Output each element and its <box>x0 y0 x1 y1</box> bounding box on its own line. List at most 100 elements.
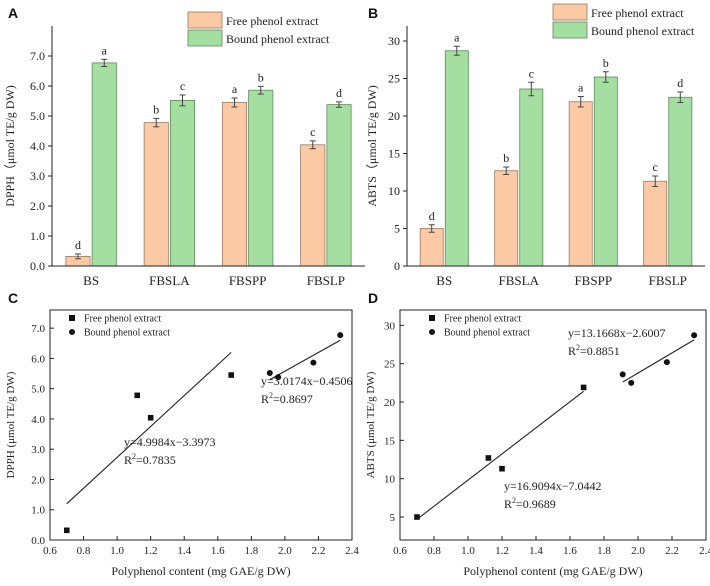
free-bar-fbspp <box>568 101 593 267</box>
legend-label: Bound phenol extract <box>591 24 695 38</box>
fit-r2: R2=0.8697 <box>261 391 313 406</box>
x-tick-label: 0.8 <box>77 545 91 557</box>
bound-fit-line <box>269 339 341 381</box>
legend-label: Bound phenol extract <box>84 328 170 339</box>
y-tick-label: 10 <box>388 184 400 198</box>
y-tick-label: 7.0 <box>30 49 45 63</box>
panel-label: A <box>8 5 18 21</box>
panel-b: B 0 5 10 15 20 25 30 d a BS b c FBSLA a b FBSPP c d FBSLP AB… <box>365 3 705 288</box>
free-point <box>580 384 587 391</box>
y-tick-label: 2.0 <box>30 199 45 213</box>
significance-letter: b <box>503 151 509 165</box>
bound-legend-swatch <box>552 21 588 39</box>
bound-legend-swatch <box>187 29 223 47</box>
bound-point <box>663 359 670 366</box>
free-point <box>485 455 492 461</box>
bound-point <box>337 332 344 339</box>
panel-c: C 0.6 0.8 1.0 1.2 1.4 1.6 1.8 2.0 2.2 2.4 0.0 1.0 2.0… <box>5 290 359 578</box>
plot-frame <box>49 309 353 541</box>
significance-letter: d <box>75 238 81 252</box>
bound-bar-fbslp <box>668 96 693 267</box>
y-tick-label: 5 <box>394 222 400 236</box>
y-axis-label: ABTS (μmol TE/g DW) <box>365 371 377 478</box>
x-tick-label: 0.8 <box>427 545 441 557</box>
panel-a: A 0.0 1.0 2.0 3.0 4.0 5.0 6.0 7.0 d a BS b c FBSLA a b FB… <box>3 5 365 288</box>
x-tick-label: 2.4 <box>345 545 359 557</box>
x-tick-label: 1.8 <box>244 545 258 557</box>
y-tick-label: 0.0 <box>30 259 45 273</box>
x-tick-label: FBSPP <box>574 273 612 288</box>
significance-letter: a <box>102 43 108 57</box>
significance-letter: c <box>529 66 534 80</box>
y-tick-label: 5.0 <box>30 109 45 123</box>
free-bar-fbslp <box>643 180 668 267</box>
bound-bar-fbslp <box>326 104 352 267</box>
panel-label: B <box>368 5 378 21</box>
bound-bar-fbsla <box>169 100 196 267</box>
significance-letter: a <box>578 81 584 95</box>
x-tick-label: BS <box>436 273 452 288</box>
y-tick-label: 30 <box>384 320 396 332</box>
x-tick-label: BS <box>83 273 99 288</box>
x-tick-label: 1.4 <box>177 545 191 557</box>
bound-bar-bs <box>444 50 469 267</box>
x-tick-label: 1.6 <box>211 545 225 557</box>
x-tick-label: 1.4 <box>529 545 543 557</box>
free-point <box>499 465 505 472</box>
bound-bar-bs <box>91 62 117 267</box>
bound-bar-fbspp <box>593 76 618 267</box>
legend-label: Free phenol extract <box>226 14 319 28</box>
y-axis-label: ABTS（μmol TE/g DW) <box>365 85 379 207</box>
plot-frame <box>399 309 707 541</box>
y-tick-label: 3.0 <box>30 169 45 183</box>
x-tick-label: FBSPP <box>229 273 267 288</box>
y-tick-label: 2.0 <box>31 474 45 486</box>
bound-bar-fbsla <box>519 88 544 267</box>
bound-bar-fbspp <box>248 89 274 267</box>
bound-point <box>691 332 698 339</box>
panel-d: D 0.6 0.8 1.0 1.2 1.4 1.6 1.8 2.0 2.2 2.4 5 10 15 20 25… <box>365 290 710 578</box>
significance-letter: b <box>258 70 264 84</box>
free-fit-line <box>416 390 584 520</box>
free-bar-fbspp <box>221 102 248 267</box>
free-bar-fbsla <box>494 170 519 267</box>
x-tick-label: 2.0 <box>278 545 292 557</box>
x-tick-label: FBSLP <box>649 273 687 288</box>
legend-label: Free phenol extract <box>444 314 521 325</box>
free-legend-marker <box>429 315 435 321</box>
legend-label: Bound phenol extract <box>444 328 530 339</box>
free-point <box>147 414 154 421</box>
significance-letter: d <box>429 209 435 223</box>
free-legend-marker <box>69 315 75 321</box>
fit-equation: y=3.0174x−0.4506 <box>261 374 353 388</box>
y-tick-label: 4.0 <box>30 139 45 153</box>
y-tick-label: 25 <box>384 359 396 371</box>
y-tick-label: 7.0 <box>31 323 45 335</box>
legend-label: Free phenol extract <box>591 6 684 20</box>
free-point <box>414 514 420 520</box>
y-tick-label: 6.0 <box>30 79 45 93</box>
free-bar-fbslp <box>300 144 326 267</box>
x-tick-label: 2.4 <box>699 545 710 557</box>
bound-fit-line <box>622 339 695 383</box>
free-point <box>228 372 234 378</box>
bound-legend-marker <box>69 329 75 335</box>
significance-letter: d <box>336 86 342 100</box>
significance-letter: b <box>153 102 159 116</box>
x-tick-label: 0.6 <box>43 545 57 557</box>
free-bar-bs <box>419 228 444 267</box>
y-tick-label: 5.0 <box>31 384 45 396</box>
y-tick-label: 15 <box>384 435 396 447</box>
x-tick-label: 1.8 <box>597 545 611 557</box>
fit-r2: R2=0.7835 <box>124 452 176 467</box>
free-legend-swatch <box>187 11 223 29</box>
x-tick-label: 2.2 <box>312 545 326 557</box>
x-tick-label: FBSLA <box>499 273 540 288</box>
free-legend-swatch <box>552 3 588 21</box>
y-tick-label: 1.0 <box>30 229 45 243</box>
significance-letter: d <box>677 76 683 90</box>
significance-letter: c <box>310 125 315 139</box>
x-axis-label: Polyphenol content (mg GAE/g DW) <box>463 564 642 578</box>
legend-label: Bound phenol extract <box>226 32 330 46</box>
